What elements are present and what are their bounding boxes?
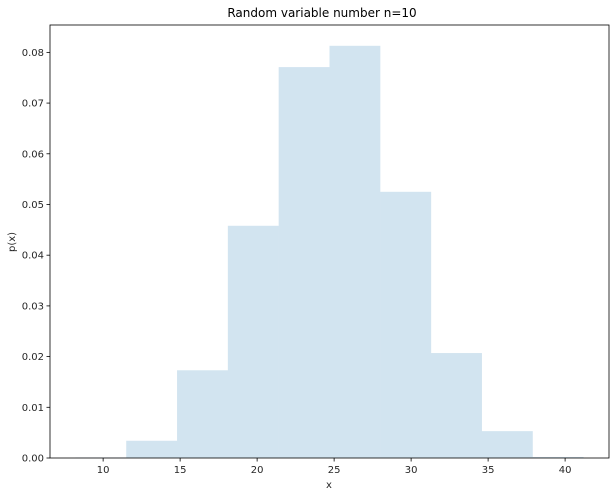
y-axis-label: p(x) bbox=[7, 232, 18, 252]
y-tick-label: 0.06 bbox=[22, 149, 44, 160]
x-tick-label: 30 bbox=[405, 465, 418, 476]
axes-frame bbox=[49, 24, 610, 459]
y-tick-label: 0.02 bbox=[22, 352, 44, 363]
x-tick-label: 25 bbox=[328, 465, 341, 476]
x-axis-label: x bbox=[326, 480, 332, 491]
histogram-bar bbox=[481, 431, 533, 458]
y-tick-label: 0.08 bbox=[22, 48, 44, 59]
histogram-bar bbox=[329, 45, 381, 458]
histogram-bar bbox=[431, 353, 482, 458]
histogram-bar bbox=[177, 370, 228, 458]
x-tick-label: 15 bbox=[174, 465, 187, 476]
bars-group bbox=[75, 45, 584, 459]
x-tick-label: 10 bbox=[97, 465, 110, 476]
histogram-bar bbox=[126, 440, 178, 458]
histogram-bar bbox=[532, 456, 584, 458]
x-tick-label: 20 bbox=[251, 465, 264, 476]
histogram-bar bbox=[380, 191, 432, 459]
y-axis-ticks: 0.00 0.01 0.02 0.03 0.04 0.05 0.06 0.07 0.08 bbox=[22, 48, 50, 465]
histogram-bar bbox=[227, 225, 279, 458]
x-axis-ticks: 10 15 20 25 30 35 40 bbox=[97, 458, 572, 476]
x-tick-label: 35 bbox=[482, 465, 495, 476]
y-tick-label: 0.03 bbox=[22, 301, 44, 312]
y-tick-label: 0.01 bbox=[22, 403, 44, 414]
y-tick-label: 0.07 bbox=[22, 99, 44, 110]
chart-title: Random variable number n=10 bbox=[227, 6, 416, 20]
y-tick-label: 0.04 bbox=[22, 251, 44, 262]
y-tick-label: 0.05 bbox=[22, 200, 44, 211]
histogram-bar bbox=[278, 67, 330, 459]
x-tick-label: 40 bbox=[559, 465, 572, 476]
y-tick-label: 0.00 bbox=[22, 454, 44, 465]
